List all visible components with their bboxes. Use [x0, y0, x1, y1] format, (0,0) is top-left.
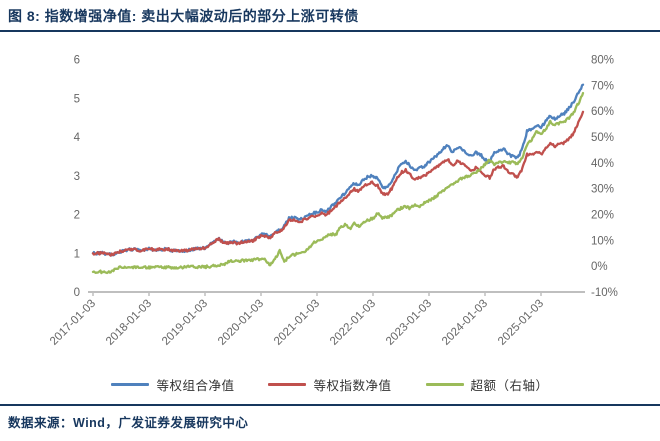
y-axis-right-tick-label: 0%: [591, 261, 608, 273]
x-axis-tick-label: 2023-01-03: [384, 298, 434, 348]
y-axis-left-tick-label: 4: [74, 132, 81, 144]
legend-label: 等权组合净值: [156, 378, 235, 393]
y-axis-left-tick-label: 3: [74, 171, 80, 183]
footer-divider: [0, 404, 660, 406]
y-axis-right-tick-label: 20%: [591, 210, 614, 222]
y-axis-right-tick-label: 40%: [591, 158, 614, 170]
figure-title: 图 8: 指数增强净值: 卖出大幅波动后的部分上涨可转债: [8, 8, 359, 24]
y-axis-right-tick-label: 30%: [591, 184, 614, 196]
x-axis-tick-label: 2018-01-03: [104, 298, 154, 348]
y-axis-left-tick-label: 0: [74, 287, 80, 299]
legend-label: 超额（右轴）: [470, 378, 549, 393]
legend-label: 等权指数净值: [313, 378, 392, 393]
y-axis-left-tick-label: 2: [74, 210, 80, 222]
series-line-1: [91, 110, 585, 257]
x-axis-tick-label: 2020-01-03: [216, 298, 266, 348]
x-axis-tick-label: 2025-01-03: [496, 298, 546, 348]
y-axis-left-tick-label: 6: [74, 55, 80, 67]
legend-item-0: 等权组合净值: [111, 375, 234, 394]
y-axis-right-tick-label: 80%: [591, 55, 614, 67]
y-axis-left-tick-label: 5: [74, 93, 80, 105]
legend-swatch-icon: [111, 382, 150, 386]
legend-swatch-icon: [425, 382, 464, 386]
data-source-note: 数据来源：Wind，广发证券发展研究中心: [8, 416, 249, 430]
legend-item-1: 等权指数净值: [268, 375, 391, 394]
y-axis-right-tick-label: 70%: [591, 80, 614, 92]
y-axis-right-tick-label: 60%: [591, 106, 614, 118]
y-axis-left-tick-label: 1: [74, 248, 80, 260]
y-axis-right-tick-label: 50%: [591, 132, 614, 144]
x-axis-tick-label: 2024-01-03: [440, 298, 490, 348]
y-axis-right-tick-label: -10%: [591, 287, 618, 299]
legend-item-2: 超额（右轴）: [425, 375, 549, 394]
title-divider: [0, 30, 660, 32]
y-axis-right-tick-label: 10%: [591, 235, 614, 247]
series-line-2: [91, 91, 585, 275]
x-axis-tick-label: 2019-01-03: [160, 298, 210, 348]
x-axis-tick-label: 2022-01-03: [328, 298, 378, 348]
legend-swatch-icon: [268, 382, 307, 386]
x-axis-tick-label: 2017-01-03: [48, 298, 98, 348]
x-axis-tick-label: 2021-01-03: [272, 298, 322, 348]
chart-area: 2017-01-03 2018-01-03 2019-01-03 2020-01-03…: [0, 34, 660, 370]
chart-legend: 等权组合净值 等权指数净值 超额（右轴）: [0, 372, 660, 396]
chart-canvas: 2017-01-03 2018-01-03 2019-01-03 2020-01-03…: [48, 55, 618, 348]
